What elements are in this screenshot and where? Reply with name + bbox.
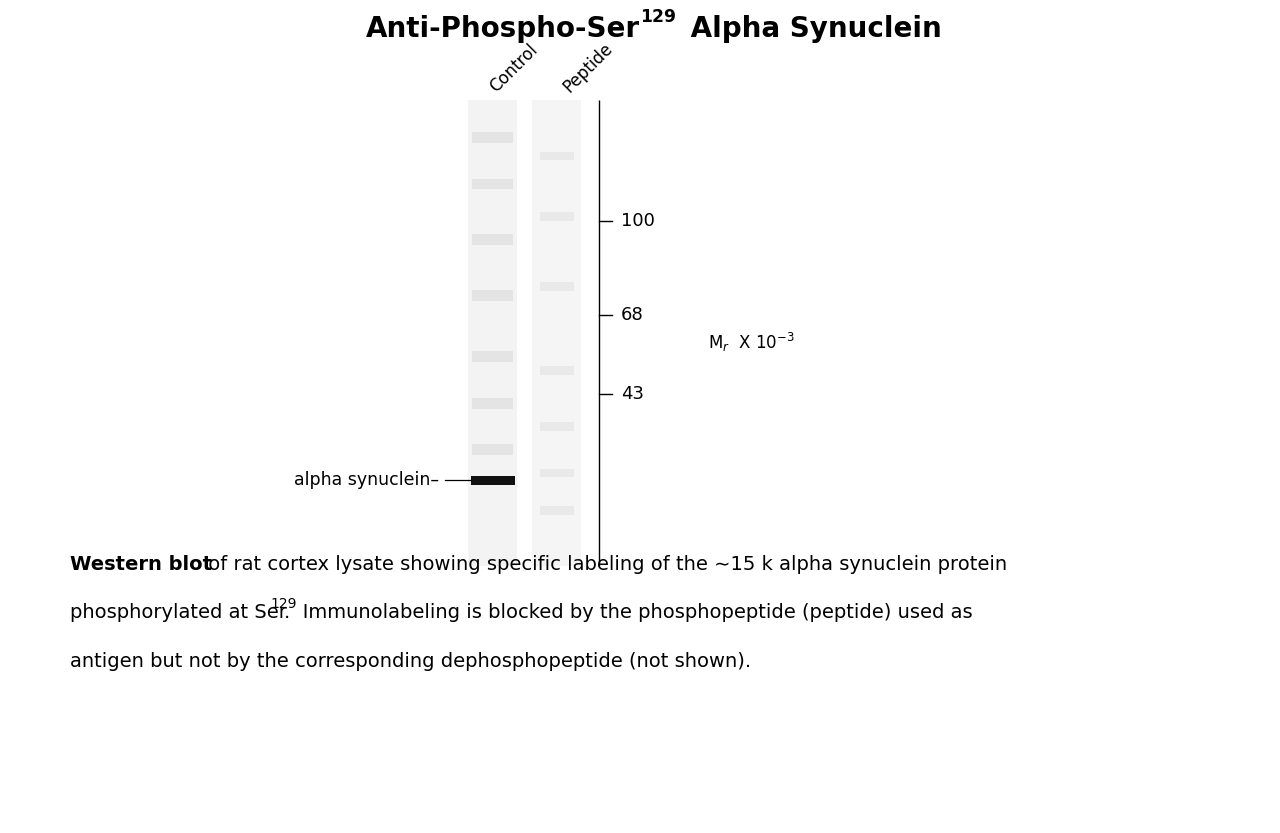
- Text: Alpha Synuclein: Alpha Synuclein: [681, 16, 942, 43]
- Bar: [472, 352, 513, 362]
- Bar: [472, 178, 513, 189]
- Bar: [472, 235, 513, 245]
- Text: Anti-Phospho-Ser: Anti-Phospho-Ser: [366, 16, 640, 43]
- Text: 100: 100: [621, 212, 654, 230]
- Bar: [532, 100, 581, 566]
- Bar: [471, 476, 515, 485]
- Text: Western blot: Western blot: [70, 555, 212, 574]
- Text: 129: 129: [640, 7, 676, 26]
- Text: alpha synuclein–: alpha synuclein–: [294, 471, 439, 489]
- Bar: [540, 422, 573, 431]
- Text: phosphorylated at Ser: phosphorylated at Ser: [70, 603, 287, 622]
- Bar: [472, 291, 513, 302]
- Text: Peptide: Peptide: [559, 39, 616, 96]
- Text: 43: 43: [621, 385, 644, 403]
- Text: .  Immunolabeling is blocked by the phosphopeptide (peptide) used as: . Immunolabeling is blocked by the phosp…: [284, 603, 973, 622]
- Bar: [472, 445, 513, 455]
- Text: M$_r$  X 10$^{-3}$: M$_r$ X 10$^{-3}$: [708, 331, 795, 354]
- Bar: [472, 132, 513, 142]
- Text: 68: 68: [621, 306, 644, 323]
- Bar: [540, 152, 573, 160]
- Bar: [540, 367, 573, 375]
- Bar: [472, 397, 513, 408]
- Bar: [540, 212, 573, 221]
- Bar: [468, 100, 517, 566]
- Bar: [540, 469, 573, 477]
- Text: antigen but not by the corresponding dephosphopeptide (not shown).: antigen but not by the corresponding dep…: [70, 651, 751, 671]
- Bar: [540, 506, 573, 515]
- Text: 129: 129: [270, 596, 297, 611]
- Bar: [540, 282, 573, 291]
- Text: of rat cortex lysate showing specific labeling of the ∼15 k alpha synuclein prot: of rat cortex lysate showing specific la…: [202, 555, 1007, 574]
- Text: Control: Control: [486, 41, 541, 96]
